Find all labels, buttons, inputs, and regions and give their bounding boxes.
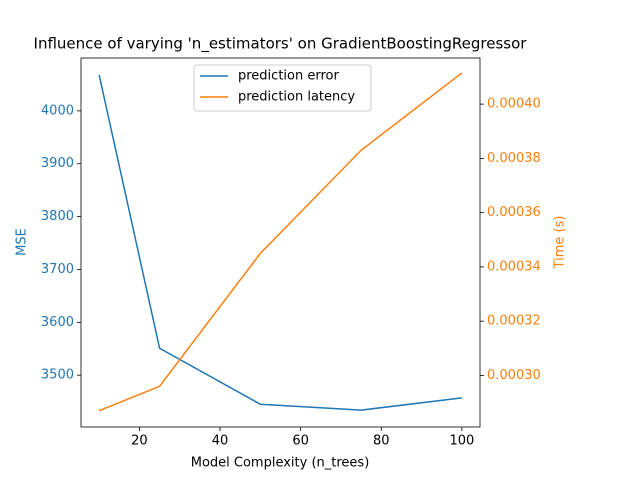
y-tick-label: 3800 bbox=[41, 209, 74, 224]
y2-tick-label: 0.00030 bbox=[487, 368, 541, 383]
chart-title: Influence of varying 'n_estimators' on G… bbox=[34, 35, 528, 54]
line-series bbox=[98, 74, 462, 411]
x-tick-label: 40 bbox=[212, 434, 229, 449]
x-axis-label: Model Complexity (n_trees) bbox=[191, 456, 370, 471]
x-tick-label: 20 bbox=[131, 434, 148, 449]
y-tick-label: 3900 bbox=[41, 156, 74, 171]
legend-label: prediction latency bbox=[238, 90, 355, 105]
legend-label: prediction error bbox=[238, 69, 339, 84]
y2-tick-label: 0.00040 bbox=[487, 97, 541, 112]
y-tick-label: 3700 bbox=[41, 262, 74, 277]
x-tick-label: 100 bbox=[449, 434, 474, 449]
y2-tick-label: 0.00038 bbox=[487, 151, 541, 166]
x-tick-label: 60 bbox=[292, 434, 309, 449]
x-tick-label: 80 bbox=[373, 434, 390, 449]
y2-tick-label: 0.00036 bbox=[487, 205, 541, 220]
plot-frame bbox=[80, 57, 481, 428]
y-tick-label: 3600 bbox=[41, 315, 74, 330]
line-series bbox=[98, 72, 463, 412]
y2-tick-label: 0.00034 bbox=[487, 259, 541, 274]
y-tick-label: 3500 bbox=[41, 368, 74, 383]
legend-box bbox=[193, 64, 372, 112]
y2-tick-label: 0.00032 bbox=[487, 314, 541, 329]
y2-axis-label: Time (s) bbox=[553, 216, 568, 270]
y-axis-label: MSE bbox=[15, 228, 30, 256]
y-tick-label: 4000 bbox=[41, 103, 74, 118]
